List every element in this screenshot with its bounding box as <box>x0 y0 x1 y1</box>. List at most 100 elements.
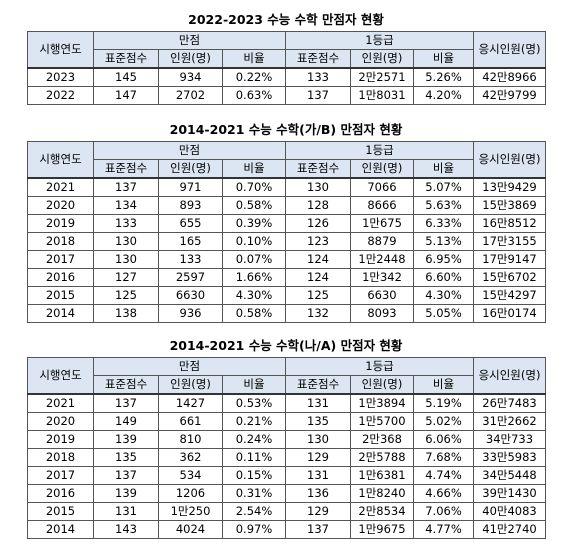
cell: 130 <box>285 177 351 197</box>
header-cell: 비율 <box>413 375 474 395</box>
cell: 132 <box>285 304 351 323</box>
data-row: 2015 131 1만250 2.54% 129 2만8534 7.06% 40만4083 <box>27 502 546 521</box>
header-cell: 만점 <box>93 141 286 160</box>
cell: 7066 <box>350 177 414 197</box>
cell: 40만4083 <box>473 502 546 521</box>
cell: 0.31% <box>222 484 286 503</box>
cell: 4.30% <box>222 286 286 305</box>
header-cell: 비율 <box>222 375 286 395</box>
cell: 130 <box>285 430 351 449</box>
table-block: 2014-2021 수능 수학(나/A) 만점자 현황 시행연도 만점 1등급 응시인원… <box>27 338 546 539</box>
cell: 34만5448 <box>473 466 546 485</box>
cell: 6630 <box>158 286 223 305</box>
cell: 362 <box>158 448 223 467</box>
cell: 31만2662 <box>473 412 546 431</box>
cell: 4.77% <box>413 520 474 539</box>
cell: 8879 <box>350 232 414 251</box>
cell: 1206 <box>158 484 223 503</box>
header-row: 시행연도 만점 1등급 응시인원(명) <box>27 357 546 395</box>
cell: 2021 <box>27 393 94 413</box>
cell: 2017 <box>27 466 94 485</box>
cell: 6630 <box>350 286 414 305</box>
header-cell: 비율 <box>413 49 474 69</box>
cell: 2021 <box>27 177 94 197</box>
cell: 0.39% <box>222 214 286 233</box>
cell: 145 <box>93 67 159 87</box>
cell: 534 <box>158 466 223 485</box>
cell: 1.66% <box>222 268 286 287</box>
cell: 8093 <box>350 304 414 323</box>
cell: 2023 <box>27 67 94 87</box>
cell: 124 <box>285 268 351 287</box>
cell: 5.02% <box>413 412 474 431</box>
cell: 5.63% <box>413 196 474 215</box>
header-cell: 1등급 <box>285 31 474 50</box>
header-cell: 응시인원(명) <box>473 141 546 179</box>
header-cell: 표준점수 <box>285 159 351 179</box>
cell: 4.20% <box>413 86 474 105</box>
header-cell: 인원(명) <box>158 159 223 179</box>
cell: 0.58% <box>222 196 286 215</box>
header-cell: 시행연도 <box>27 357 94 395</box>
cell: 6.95% <box>413 250 474 269</box>
cell: 0.24% <box>222 430 286 449</box>
cell: 2018 <box>27 448 94 467</box>
data-table: 시행연도 만점 1등급 응시인원(명) 표준점수 인원(명) 비율 표준점수 인원(명) 비율 20… <box>27 357 546 539</box>
cell: 7.06% <box>413 502 474 521</box>
subheader-row: 표준점수 인원(명) 비율 표준점수 인원(명) 비율 <box>28 375 546 395</box>
cell: 131 <box>285 393 351 413</box>
cell: 128 <box>285 196 351 215</box>
cell: 1427 <box>158 393 223 413</box>
data-row: 2016 139 1206 0.31% 136 1만8240 4.66% 39만1430 <box>27 484 546 503</box>
cell: 2020 <box>27 412 94 431</box>
cell: 133 <box>285 67 351 87</box>
cell: 2015 <box>27 502 94 521</box>
cell: 125 <box>285 286 351 305</box>
header-row: 시행연도 만점 1등급 응시인원(명) <box>27 141 546 179</box>
data-row: 2016 127 2597 1.66% 124 1만342 6.60% 15만6702 <box>27 268 546 287</box>
cell: 0.11% <box>222 448 286 467</box>
cell: 5.05% <box>413 304 474 323</box>
cell: 126 <box>285 214 351 233</box>
data-table: 시행연도 만점 1등급 응시인원(명) 표준점수 인원(명) 비율 표준점수 인원(명) 비율 20… <box>27 31 546 105</box>
cell: 2019 <box>27 214 94 233</box>
cell: 971 <box>158 177 223 197</box>
header-cell: 표준점수 <box>93 159 159 179</box>
data-row: 2021 137 1427 0.53% 131 1만3894 5.19% 26만7483 <box>27 393 546 413</box>
cell: 42만9799 <box>473 86 546 105</box>
cell: 138 <box>93 304 159 323</box>
header-cell: 1등급 <box>285 357 474 376</box>
cell: 130 <box>93 232 159 251</box>
cell: 4.66% <box>413 484 474 503</box>
cell: 129 <box>285 502 351 521</box>
cell: 135 <box>285 412 351 431</box>
cell: 139 <box>93 430 159 449</box>
cell: 33만5983 <box>473 448 546 467</box>
cell: 2만5788 <box>350 448 414 467</box>
cell: 1만8031 <box>350 86 414 105</box>
data-row: 2021 137 971 0.70% 130 7066 5.07% 13만9429 <box>27 177 546 197</box>
data-row: 2023 145 934 0.22% 133 2만2571 5.26% 42만8966 <box>27 67 546 87</box>
cell: 5.19% <box>413 393 474 413</box>
cell: 2022 <box>27 86 94 105</box>
header-cell: 인원(명) <box>350 375 414 395</box>
cell: 0.97% <box>222 520 286 539</box>
cell: 2702 <box>158 86 223 105</box>
cell: 0.70% <box>222 177 286 197</box>
cell: 131 <box>93 502 159 521</box>
cell: 1만5700 <box>350 412 414 431</box>
cell: 17만9147 <box>473 250 546 269</box>
cell: 1만3894 <box>350 393 414 413</box>
cell: 810 <box>158 430 223 449</box>
cell: 0.21% <box>222 412 286 431</box>
cell: 127 <box>93 268 159 287</box>
cell: 17만3155 <box>473 232 546 251</box>
header-cell: 표준점수 <box>93 49 159 69</box>
header-cell: 응시인원(명) <box>473 357 546 395</box>
cell: 1만675 <box>350 214 414 233</box>
cell: 4.30% <box>413 286 474 305</box>
subheader-row: 표준점수 인원(명) 비율 표준점수 인원(명) 비율 <box>28 159 546 179</box>
cell: 936 <box>158 304 223 323</box>
header-cell: 비율 <box>222 159 286 179</box>
table-title: 2014-2021 수능 수학(가/B) 만점자 현황 <box>169 122 403 137</box>
